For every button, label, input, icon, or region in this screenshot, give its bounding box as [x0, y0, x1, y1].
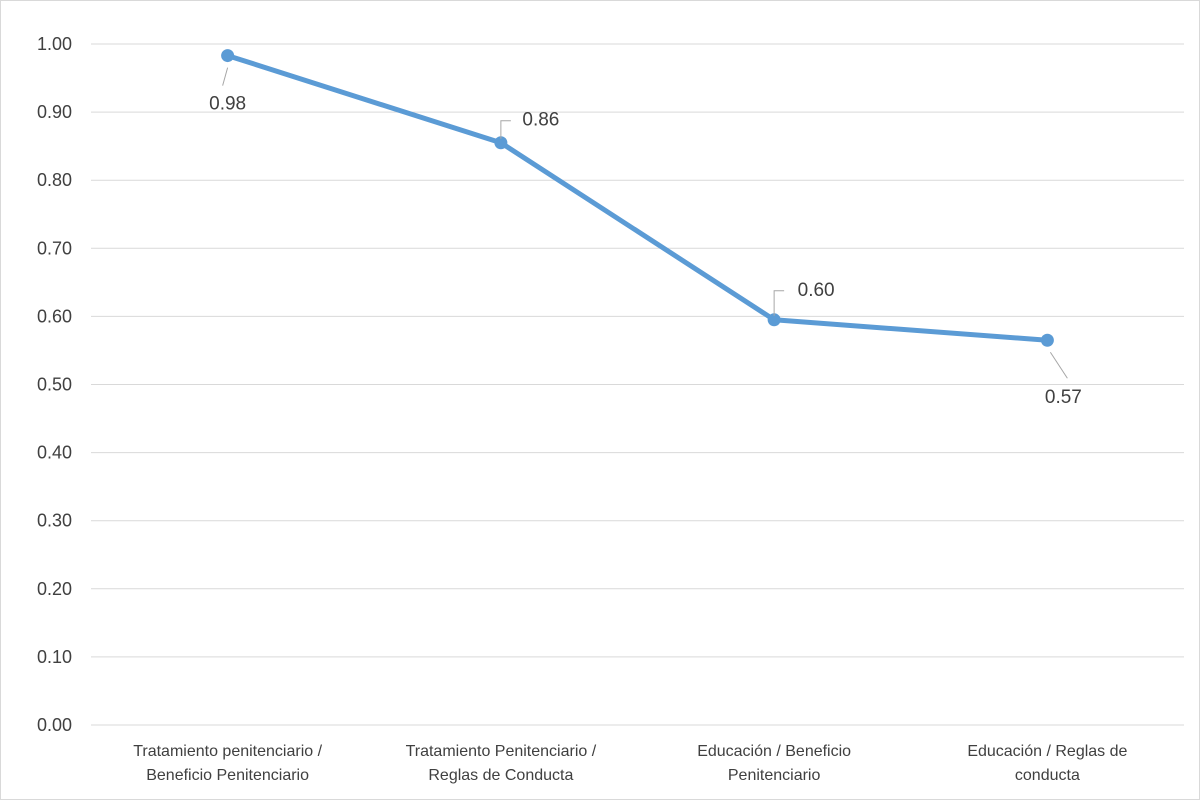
y-axis-tick-labels: 0.00 0.10 0.20 0.30 0.40 0.50 0.60 0.70 0.80 0.90…: [37, 34, 72, 735]
y-tick-label: 1.00: [37, 34, 72, 54]
x-axis-tick-labels: Tratamiento penitenciario / Beneficio Pen…: [133, 743, 1127, 784]
data-label: 0.98: [209, 94, 246, 115]
y-tick-label: 0.00: [37, 715, 72, 735]
x-tick-label: Tratamiento penitenciario /: [133, 743, 322, 760]
x-tick-label: Tratamiento Penitenciario /: [406, 743, 597, 760]
y-tick-label: 0.80: [37, 170, 72, 190]
y-tick-label: 0.70: [37, 238, 72, 258]
x-tick-label: conducta: [1015, 767, 1080, 784]
x-tick-label: Beneficio Penitenciario: [146, 767, 309, 784]
data-label: 0.86: [522, 110, 559, 131]
y-tick-label: 0.20: [37, 579, 72, 599]
y-tick-label: 0.50: [37, 375, 72, 395]
data-labels: 0.98 0.86 0.60 0.57: [209, 67, 1082, 408]
x-tick-label: Educación / Beneficio: [697, 743, 851, 760]
data-point: [221, 49, 235, 63]
series-layer: [221, 49, 1054, 347]
data-label-leader-line: [1049, 351, 1068, 379]
data-label-leader-line: [500, 120, 511, 139]
y-tick-label: 0.30: [37, 511, 72, 531]
data-label-leader-line: [773, 290, 785, 316]
data-point: [1040, 333, 1054, 347]
data-point: [767, 313, 781, 327]
x-tick-label: Penitenciario: [728, 767, 821, 784]
series-line: [225, 53, 1050, 343]
y-tick-label: 0.90: [37, 102, 72, 122]
data-point: [494, 136, 508, 150]
y-tick-label: 0.40: [37, 443, 72, 463]
data-label: 0.60: [798, 280, 835, 301]
x-tick-label: Reglas de Conducta: [428, 767, 573, 784]
gridlines: [91, 43, 1184, 726]
data-label: 0.57: [1045, 387, 1082, 408]
y-tick-label: 0.10: [37, 647, 72, 667]
data-label-leader-line: [222, 67, 229, 86]
x-tick-label: Educación / Reglas de: [967, 743, 1127, 760]
y-tick-label: 0.60: [37, 306, 72, 326]
